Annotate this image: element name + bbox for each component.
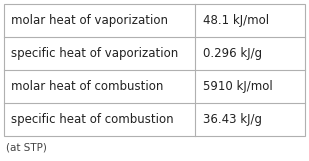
- Text: molar heat of combustion: molar heat of combustion: [11, 80, 163, 93]
- Text: 36.43 kJ/g: 36.43 kJ/g: [203, 113, 262, 126]
- Text: 0.296 kJ/g: 0.296 kJ/g: [203, 47, 262, 60]
- Bar: [4, 4, 305, 136]
- Text: (at STP): (at STP): [6, 143, 47, 153]
- Text: molar heat of vaporization: molar heat of vaporization: [11, 14, 168, 27]
- Text: specific heat of combustion: specific heat of combustion: [11, 113, 174, 126]
- Text: 5910 kJ/mol: 5910 kJ/mol: [203, 80, 273, 93]
- Text: 48.1 kJ/mol: 48.1 kJ/mol: [203, 14, 269, 27]
- Text: specific heat of vaporization: specific heat of vaporization: [11, 47, 178, 60]
